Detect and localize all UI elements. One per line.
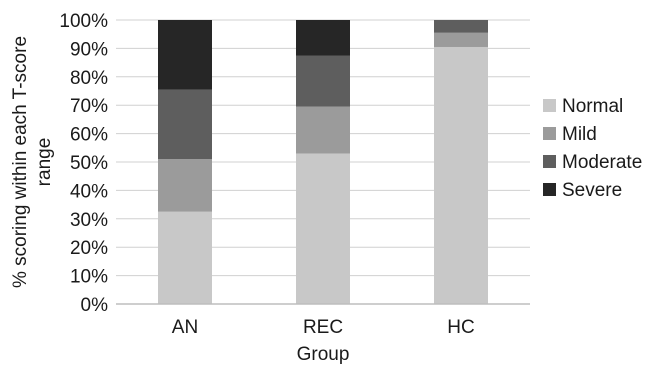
bar-segment-normal-an [158,211,212,304]
y-axis-title-line: % scoring within each T-score [10,36,31,288]
y-tick-label: 20% [70,238,108,259]
x-tick-label: AN [172,317,198,338]
bar-segment-normal-hc [434,46,488,304]
y-tick-label: 80% [70,68,108,89]
bar-stacks [158,20,488,304]
bar-segment-moderate-an [158,89,212,160]
legend-label-mild: Mild [562,124,597,145]
legend-label-severe: Severe [562,180,622,201]
legend-swatch-normal [543,99,556,112]
y-tick-label: 50% [70,153,108,174]
bar-segment-mild-an [158,159,212,212]
bar-segment-severe-an [158,20,212,90]
y-tick-label: 70% [70,96,108,117]
y-tick-label: 10% [70,267,108,288]
legend-swatch-moderate [543,155,556,168]
x-tick-label: HC [447,317,474,338]
y-tick-label: 100% [59,11,108,32]
y-axis-tick-labels: 0% 10% 20% 30% 40% 50% 60% 70% 80% 90% 100% [59,11,108,316]
y-tick-label: 90% [70,39,108,60]
x-axis-title: Group [297,344,350,365]
bar-segment-mild-rec [296,106,350,154]
y-axis-title: % scoring within each T-score range [10,36,55,288]
y-tick-label: 30% [70,210,108,231]
y-axis-title-line: range [34,138,55,187]
legend-swatch-mild [543,127,556,140]
bar-segment-severe-rec [296,20,350,56]
legend: Normal Mild Moderate Severe [543,96,642,201]
bar-segment-mild-hc [434,32,488,47]
x-axis-category-labels: AN REC HC [172,317,475,338]
legend-label-normal: Normal [562,96,623,117]
legend-label-moderate: Moderate [562,152,642,173]
y-tick-label: 40% [70,181,108,202]
y-tick-label: 60% [70,125,108,146]
bar-segment-normal-rec [296,153,350,304]
bar-segment-moderate-rec [296,55,350,107]
y-tick-label: 0% [81,295,109,316]
bar-segment-moderate-hc [434,20,488,33]
x-tick-label: REC [303,317,343,338]
legend-swatch-severe [543,183,556,196]
